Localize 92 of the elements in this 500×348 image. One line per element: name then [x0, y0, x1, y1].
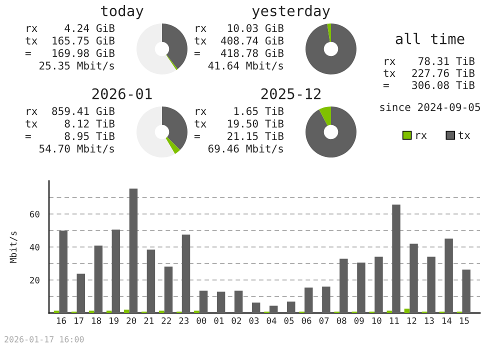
donut-slice	[166, 54, 178, 70]
y-axis-title: Mbit/s	[10, 232, 18, 263]
bar	[427, 256, 436, 313]
bar	[444, 238, 453, 313]
text: tx 19.50 TiB	[194, 119, 284, 128]
bar	[94, 246, 103, 313]
x-tick-label: 16	[57, 317, 66, 324]
bar	[59, 230, 68, 313]
x-tick-label: 10	[372, 317, 382, 324]
x-tick-label: 14	[442, 317, 452, 324]
chart-title: 2025-12	[261, 88, 320, 100]
chart-title: today	[100, 4, 144, 20]
donut-slice	[166, 137, 180, 154]
text: rx 859.41 GiB	[26, 106, 115, 116]
donut-slice	[306, 24, 356, 74]
x-tick-label: 18	[92, 317, 102, 324]
bar	[164, 266, 173, 313]
donut-slice	[162, 24, 188, 70]
text: 41.64 Mbit/s	[208, 61, 283, 70]
donut-slice	[327, 24, 331, 42]
donut-slice	[306, 106, 356, 158]
bar	[252, 302, 260, 313]
text: tx 8.12 TiB	[26, 119, 115, 128]
bar	[112, 230, 120, 313]
bar	[216, 292, 226, 313]
bar	[129, 188, 138, 313]
text: rx 10.03 GiB	[196, 24, 284, 32]
x-tick-label: 02	[232, 317, 241, 324]
bar	[410, 244, 418, 313]
x-tick-label: 00	[196, 317, 206, 324]
bar	[234, 290, 243, 313]
bar	[269, 306, 278, 313]
x-tick-label: 19	[110, 317, 118, 324]
text: since 2024-09-05	[380, 102, 480, 112]
bar	[76, 274, 86, 313]
bar	[124, 310, 130, 313]
x-tick-label: 11	[390, 317, 399, 324]
x-tick-label: 22	[162, 317, 171, 324]
text: = 306.08 TiB	[383, 80, 475, 90]
x-tick-label: 17	[74, 317, 84, 324]
text: 25.35 Mbit/s	[40, 61, 114, 70]
text: rx 4.24 GiB	[26, 24, 115, 32]
bar	[392, 204, 400, 313]
bar	[322, 286, 330, 313]
x-tick-label: 07	[319, 317, 329, 324]
text: = 169.98 GiB	[25, 48, 115, 58]
y-tick-label: 60	[30, 210, 40, 218]
text: all time	[396, 32, 464, 44]
bar	[146, 250, 156, 313]
bar	[404, 308, 410, 313]
donut-slice	[319, 106, 331, 126]
text: tx 165.75 GiB	[26, 36, 115, 45]
bar	[462, 270, 470, 313]
x-tick-label: 03	[249, 317, 259, 324]
bar	[287, 302, 296, 313]
bar	[374, 256, 383, 313]
text: 54.70 Mbit/s	[39, 144, 114, 154]
donut-slice	[162, 106, 188, 150]
text: 69.46 Mbit/s	[208, 144, 283, 154]
x-tick-label: 13	[424, 317, 434, 324]
text: = 418.78 GiB	[194, 48, 284, 58]
bar	[357, 262, 366, 313]
y-tick-label: 40	[30, 244, 40, 250]
x-tick-label: 04	[266, 317, 276, 324]
x-tick-label: 23	[179, 317, 189, 324]
chart-title: 2026-01	[92, 88, 152, 100]
x-tick-label: 20	[126, 317, 136, 324]
text: rx 1.65 TiB	[196, 106, 284, 116]
x-tick-label: 15	[460, 317, 469, 324]
y-tick-label: 20	[30, 276, 40, 284]
x-tick-label: 12	[407, 317, 416, 324]
x-tick-label: 06	[302, 317, 312, 324]
x-tick-label: 01	[214, 317, 224, 324]
text: = 21.15 TiB	[194, 132, 284, 140]
text: 2026-01-17 16:00	[4, 336, 84, 342]
bar	[182, 234, 190, 313]
legend-label: tx	[458, 132, 470, 139]
donut-slice	[136, 24, 176, 74]
x-tick-label: 05	[284, 317, 294, 324]
text: tx 408.74 GiB	[194, 36, 284, 45]
x-tick-label: 08	[336, 317, 346, 324]
chart-title: yesterday	[252, 4, 330, 20]
bar	[340, 258, 348, 313]
donut-slice	[136, 106, 175, 158]
text: tx 227.76 TiB	[384, 68, 475, 78]
text: = 8.95 TiB	[25, 132, 115, 140]
legend-label: rx	[416, 133, 427, 139]
x-tick-label: 09	[354, 317, 364, 324]
bar	[199, 290, 208, 313]
text: rx 78.31 TiB	[384, 56, 475, 66]
bar	[304, 288, 313, 313]
x-tick-label: 21	[144, 317, 154, 324]
